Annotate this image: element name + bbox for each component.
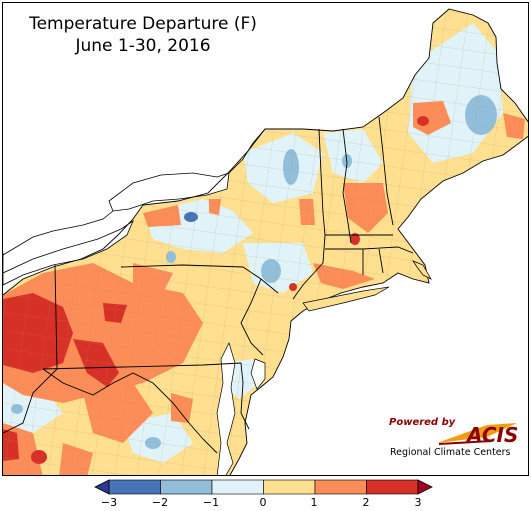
map-title: Temperature Departure (F) (29, 14, 257, 34)
legend-swatch (108, 479, 161, 495)
map-panel: Temperature Departure (F) June 1-30, 201… (2, 2, 529, 476)
acis-logo: Powered by ACIS Regional Climate Centers (387, 415, 527, 463)
legend-tick: −2 (151, 496, 169, 509)
legend-tick: −1 (202, 496, 220, 509)
lake-ontario (108, 172, 230, 212)
chesapeake-bay (216, 342, 236, 475)
temperature-map (3, 8, 528, 475)
acis-swoosh-icon (437, 423, 517, 445)
legend-tick: 3 (414, 496, 422, 509)
legend-tick: 0 (259, 496, 267, 509)
legend-arrow-left-icon (94, 479, 110, 495)
map-subtitle: June 1-30, 2016 (75, 36, 211, 56)
legend-tick: 2 (362, 496, 370, 509)
legend-tick: 1 (310, 496, 318, 509)
coastline-north (3, 128, 266, 273)
land-area (3, 9, 528, 475)
legend-swatch (211, 479, 264, 495)
long-island (302, 286, 390, 312)
legend-tick: −3 (100, 496, 118, 509)
legend-arrow-right-icon (417, 479, 433, 495)
credit-organization: Regional Climate Centers (390, 447, 511, 458)
legend-colorbar (94, 479, 433, 495)
credit-powered-by: Powered by (389, 417, 456, 428)
legend-swatch (263, 479, 316, 495)
cape-cod (412, 260, 432, 280)
state-borders (3, 8, 528, 475)
color-legend: −3 −2 −1 0 1 2 3 (0, 478, 531, 511)
credit-brand: ACIS (467, 423, 519, 447)
delaware-bay (250, 358, 266, 390)
legend-swatch (314, 479, 367, 495)
legend-swatch (366, 479, 419, 495)
legend-swatch (160, 479, 213, 495)
lake-erie (3, 219, 134, 286)
